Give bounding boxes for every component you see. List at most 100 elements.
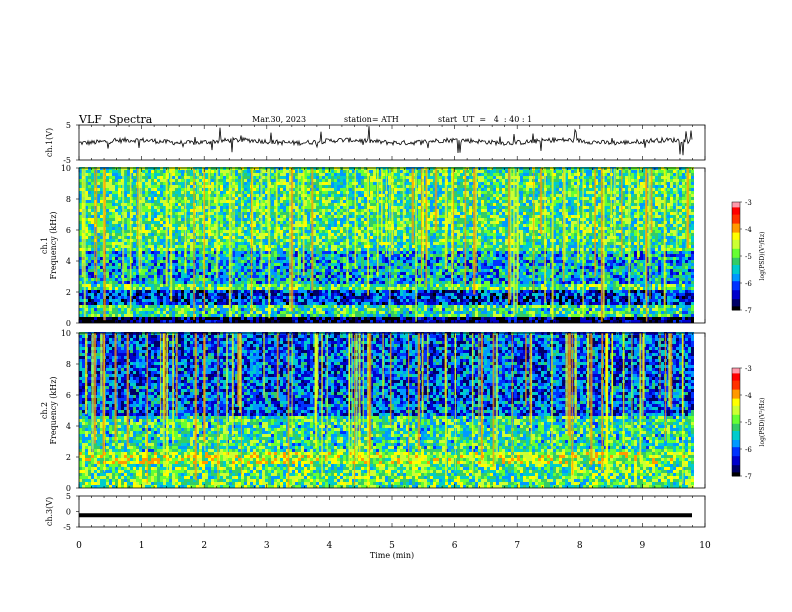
ch1-spec-cell: [574, 299, 577, 302]
ch1-spec-cell: [217, 293, 220, 296]
ch1-spec-cell: [451, 317, 454, 320]
ch1-spec-cell: [520, 311, 523, 314]
ch1-spec-cell: [493, 266, 496, 269]
ch1-spec-cell: [253, 287, 256, 290]
ch1-spec-cell: [346, 308, 349, 311]
ch1-spec-cell: [145, 290, 148, 293]
ch1-spec-cell: [181, 317, 184, 320]
ch1-spec-cell: [481, 320, 484, 323]
ch1-spec-cell: [532, 317, 535, 320]
ch1-spec-cell: [649, 314, 652, 317]
ch1-spec-cell: [259, 269, 262, 272]
ch1-spec-cell: [454, 263, 457, 266]
ch1-spec-cell: [274, 305, 277, 308]
ch1-spec-cell: [658, 272, 661, 275]
ch1-spec-cell: [619, 317, 622, 320]
ch1-spec-cell: [610, 260, 613, 263]
ch1-spec-cell: [256, 272, 259, 275]
ch1-spec-cell: [343, 305, 346, 308]
ch1-spec-cell: [232, 302, 235, 305]
ch1-spec-cell: [685, 305, 688, 308]
ch1-spec-cell: [520, 284, 523, 287]
ch1-spec-cell: [580, 275, 583, 278]
ch1-spec-cell: [475, 290, 478, 293]
ch1-spec-cell: [502, 299, 505, 302]
ch1-spec-cell: [514, 320, 517, 323]
ch1-spec-cell: [448, 254, 451, 257]
ch1-spec-cell: [127, 275, 130, 278]
ch1-spec-cell: [586, 272, 589, 275]
ch1-spec-cell: [175, 305, 178, 308]
ch1-spec-cell: [658, 263, 661, 266]
ch1-spec-cell: [676, 281, 679, 284]
ch1-spec-cell: [538, 257, 541, 260]
ch1-spec-cell: [124, 314, 127, 317]
ch1-spec-cell: [478, 266, 481, 269]
ch1-spec-cell: [286, 254, 289, 257]
ch1-spec-cell: [682, 284, 685, 287]
ch1-spec-cell: [607, 290, 610, 293]
ch1-spec-cell: [136, 281, 139, 284]
ch1-spec-cell: [592, 317, 595, 320]
ch1-spec-cell: [526, 269, 529, 272]
ch1-spec-cell: [679, 275, 682, 278]
ch1-spec-cell: [370, 320, 373, 323]
ch1-spec-cell: [202, 290, 205, 293]
ch1-spec-cell: [529, 284, 532, 287]
ch1-spec-cell: [442, 275, 445, 278]
ch1-spec-cell: [214, 299, 217, 302]
ch1-spec-cell: [607, 254, 610, 257]
ch1-spec-cell: [475, 299, 478, 302]
ch1-spec-cell: [634, 305, 637, 308]
ch1-spec-cell: [583, 278, 586, 281]
ch1-spec-cell: [337, 296, 340, 299]
ch1-spec-cell: [298, 251, 301, 254]
ch1-spec-cell: [376, 299, 379, 302]
ch1-spec-cell: [190, 281, 193, 284]
ch1-spec-cell: [547, 296, 550, 299]
ch1-spec-cell: [265, 305, 268, 308]
ch1-spec-cell: [328, 305, 331, 308]
ch1-spec-cell: [310, 320, 313, 323]
ch1-spec-cell: [340, 260, 343, 263]
ch1-spec-cell: [628, 320, 631, 323]
ch1-spec-cell: [598, 308, 601, 311]
ch1-spec-cell: [340, 257, 343, 260]
ch1-spec-cell: [598, 305, 601, 308]
ch1-spec-cell: [427, 320, 430, 323]
ch1-spec-cell: [334, 263, 337, 266]
ch1-spec-cell: [145, 314, 148, 317]
ch1-spec-cell: [334, 314, 337, 317]
station-label: station= ATH: [344, 115, 399, 124]
ch1-spec-cell: [211, 305, 214, 308]
ch1-spec-cell: [502, 290, 505, 293]
ch1-spec-cell: [361, 281, 364, 284]
ch1-spec-cell: [496, 278, 499, 281]
ch1-spec-cell: [316, 308, 319, 311]
ch1-spec-cell: [610, 284, 613, 287]
ch1-spec-cell: [382, 251, 385, 254]
ch1-spec-cell: [622, 293, 625, 296]
ch1-spec-cell: [685, 260, 688, 263]
ch1-spec-cell: [334, 275, 337, 278]
ch1-spec-cell: [436, 266, 439, 269]
ch1-spec-cell: [391, 284, 394, 287]
ch1-spec-cell: [643, 290, 646, 293]
ch1-spec-cell: [292, 302, 295, 305]
ch1-spec-cell: [529, 293, 532, 296]
ch1-spec-cell: [175, 296, 178, 299]
ch1-spec-cell: [184, 308, 187, 311]
ch1-spec-cell: [382, 287, 385, 290]
ch1-spec-cell: [529, 308, 532, 311]
ch1-spec-cell: [304, 269, 307, 272]
ch1-spec-cell: [358, 272, 361, 275]
ch1-spec-cell: [133, 299, 136, 302]
ch1-spec-cell: [376, 320, 379, 323]
ch1-spec-cell: [442, 287, 445, 290]
ch1-spec-cell: [334, 317, 337, 320]
ch1-spec-cell: [484, 296, 487, 299]
ch1-spec-cell: [544, 320, 547, 323]
ch1-spec-cell: [481, 278, 484, 281]
ch1-spec-cell: [640, 296, 643, 299]
ch1-spec-cell: [340, 272, 343, 275]
